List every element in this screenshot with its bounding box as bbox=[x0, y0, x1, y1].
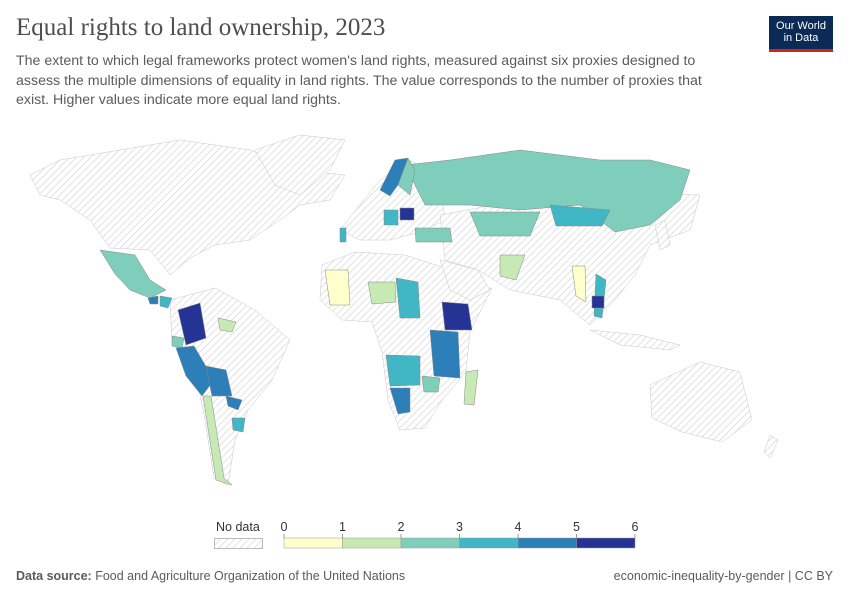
country-mongolia[interactable] bbox=[549, 204, 611, 227]
country-turkey[interactable] bbox=[414, 227, 453, 243]
legend-tick-label: 1 bbox=[339, 520, 346, 534]
legend-bin-3[interactable] bbox=[459, 537, 519, 549]
country-mali[interactable] bbox=[324, 269, 351, 306]
data-source-link[interactable]: Food and Agriculture Organization of the… bbox=[95, 569, 406, 583]
legend-no-data-label: No data bbox=[216, 520, 260, 534]
country-ecuador[interactable] bbox=[171, 335, 185, 349]
legend-color-scale: 0 1 2 3 4 5 6 bbox=[281, 520, 639, 549]
legend-tick-label: 0 bbox=[281, 520, 288, 534]
country-chile[interactable] bbox=[202, 395, 233, 486]
country-germany[interactable] bbox=[383, 209, 399, 226]
country-pakistan[interactable] bbox=[499, 254, 526, 281]
country-honduras[interactable] bbox=[159, 295, 173, 309]
country-cambodia[interactable] bbox=[591, 295, 605, 309]
legend-tick-label: 5 bbox=[573, 520, 580, 534]
legend-bin-2[interactable] bbox=[400, 537, 460, 549]
country-niger[interactable] bbox=[367, 281, 397, 305]
country-zimbabwe[interactable] bbox=[421, 375, 441, 393]
land-africa-no-data[interactable] bbox=[319, 251, 493, 431]
page-title: Equal rights to land ownership, 2023 bbox=[16, 14, 386, 41]
land-north-america-no-data[interactable] bbox=[29, 139, 346, 276]
country-colombia[interactable] bbox=[177, 302, 207, 346]
owid-logo[interactable]: Our World in Data bbox=[769, 16, 833, 52]
land-australia-no-data[interactable] bbox=[649, 361, 753, 443]
country-myanmar[interactable] bbox=[571, 265, 587, 303]
country-bolivia[interactable] bbox=[205, 365, 233, 397]
country-kazakhstan[interactable] bbox=[469, 211, 541, 237]
legend-bin-0[interactable] bbox=[283, 537, 343, 549]
world-map[interactable] bbox=[0, 120, 850, 510]
legend-bin-5[interactable] bbox=[576, 537, 636, 549]
land-indonesia-no-data[interactable] bbox=[589, 329, 681, 351]
logo-line-2: in Data bbox=[783, 32, 819, 44]
country-uruguay[interactable] bbox=[231, 417, 246, 433]
country-venezuela[interactable] bbox=[217, 317, 237, 333]
land-new-zealand-no-data[interactable] bbox=[763, 434, 779, 459]
legend-tick-label: 6 bbox=[632, 520, 639, 534]
footer-right[interactable]: economic-inequality-by-gender | CC BY bbox=[613, 569, 833, 583]
legend-bin-1[interactable] bbox=[342, 537, 402, 549]
legend-bin-4[interactable] bbox=[517, 537, 577, 549]
country-portugal[interactable] bbox=[339, 227, 347, 243]
land-greenland-no-data[interactable] bbox=[254, 134, 346, 196]
country-russia[interactable] bbox=[404, 149, 691, 233]
country-madagascar[interactable] bbox=[463, 369, 479, 406]
country-poland[interactable] bbox=[399, 207, 415, 221]
land-japan-no-data[interactable] bbox=[654, 219, 671, 251]
country-peru[interactable] bbox=[175, 345, 215, 397]
legend-tick-label: 4 bbox=[515, 520, 522, 534]
subtitle: The extent to which legal frameworks pro… bbox=[16, 53, 702, 108]
legend-tick-label: 2 bbox=[398, 520, 405, 534]
country-angola[interactable] bbox=[385, 354, 421, 387]
country-sweden[interactable] bbox=[397, 157, 416, 196]
country-namibia[interactable] bbox=[389, 387, 411, 415]
country-tanzania[interactable] bbox=[429, 329, 461, 379]
country-paraguay[interactable] bbox=[225, 395, 243, 411]
data-source-label: Data source: bbox=[16, 569, 92, 583]
legend-no-data-swatch bbox=[214, 538, 263, 549]
legend-tick-label: 3 bbox=[456, 520, 463, 534]
country-ethiopia[interactable] bbox=[441, 301, 473, 331]
logo-line-1: Our World bbox=[776, 20, 826, 32]
country-chad[interactable] bbox=[395, 277, 421, 319]
country-guatemala[interactable] bbox=[147, 295, 159, 305]
data-source: Data source: Food and Agriculture Organi… bbox=[16, 569, 405, 583]
land-arabia-no-data[interactable] bbox=[439, 259, 491, 301]
country-mexico[interactable] bbox=[99, 249, 167, 299]
